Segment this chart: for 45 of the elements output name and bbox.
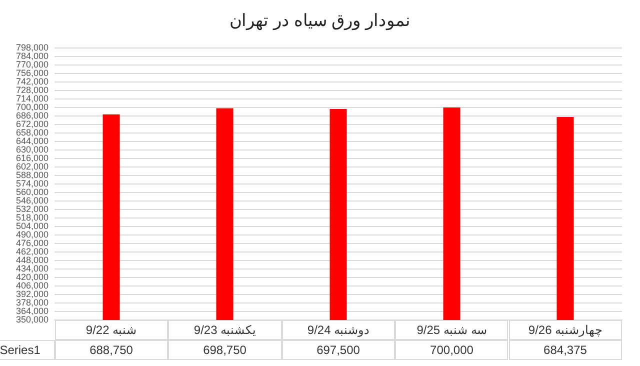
y-tick-label: 742,000 — [16, 76, 49, 86]
y-tick-label: 686,000 — [16, 110, 49, 120]
x-tick-label: دوشنبه 9/24 — [282, 320, 395, 340]
y-tick-label: 616,000 — [16, 152, 49, 163]
y-tick-label: 602,000 — [16, 161, 49, 172]
data-label: 700,000 — [395, 340, 508, 360]
y-tick-label: 574,000 — [16, 178, 49, 188]
y-tick-label: 784,000 — [16, 50, 49, 61]
y-tick-label: 728,000 — [16, 84, 49, 95]
chart-title: نمودار ورق سیاه در تهران — [228, 10, 412, 31]
y-tick-label: 476,000 — [16, 238, 49, 248]
y-tick-label: 560,000 — [16, 186, 49, 197]
data-label: 684,375 — [508, 340, 622, 360]
data-label: 698,750 — [168, 340, 282, 360]
text: Series1 — [0, 340, 55, 360]
y-tick-label: 798,000 — [16, 42, 49, 52]
y-tick-label: 672,000 — [16, 118, 49, 129]
y-tick-label: 532,000 — [16, 204, 49, 214]
y-tick-label: 378,000 — [16, 297, 49, 308]
x-tick-label: سه شنبه 9/25 — [395, 320, 508, 340]
y-tick-label: 588,000 — [16, 170, 49, 180]
y-tick-label: 490,000 — [16, 229, 49, 240]
x-tick-label: یکشنبه 9/23 — [168, 320, 282, 340]
y-tick-label: 756,000 — [16, 68, 49, 78]
x-tick-label: چهارشنبه 9/26 — [508, 320, 622, 340]
x-tick-label: شنبه 9/22 — [54, 320, 168, 340]
y-tick-label: 714,000 — [16, 93, 49, 104]
y-tick-label: 392,000 — [16, 288, 49, 299]
y-tick-label: 518,000 — [16, 212, 49, 222]
y-tick-label: 406,000 — [16, 280, 49, 290]
y-tick-label: 350,000 — [16, 314, 49, 324]
y-tick-label: 700,000 — [16, 102, 49, 112]
data-label: 697,500 — [282, 340, 395, 360]
data-label: 688,750 — [54, 340, 168, 360]
y-tick-label: 434,000 — [16, 263, 49, 274]
y-tick-label: 644,000 — [16, 136, 49, 146]
y-tick-label: 364,000 — [16, 306, 49, 316]
y-tick-label: 770,000 — [16, 59, 49, 70]
y-tick-label: 448,000 — [16, 254, 49, 265]
y-tick-label: 504,000 — [16, 220, 49, 231]
y-tick-label: 546,000 — [16, 195, 49, 206]
y-tick-label: 462,000 — [16, 246, 49, 256]
y-tick-label: 658,000 — [16, 127, 49, 138]
y-tick-label: 420,000 — [16, 272, 49, 282]
y-tick-label: 630,000 — [16, 144, 49, 154]
